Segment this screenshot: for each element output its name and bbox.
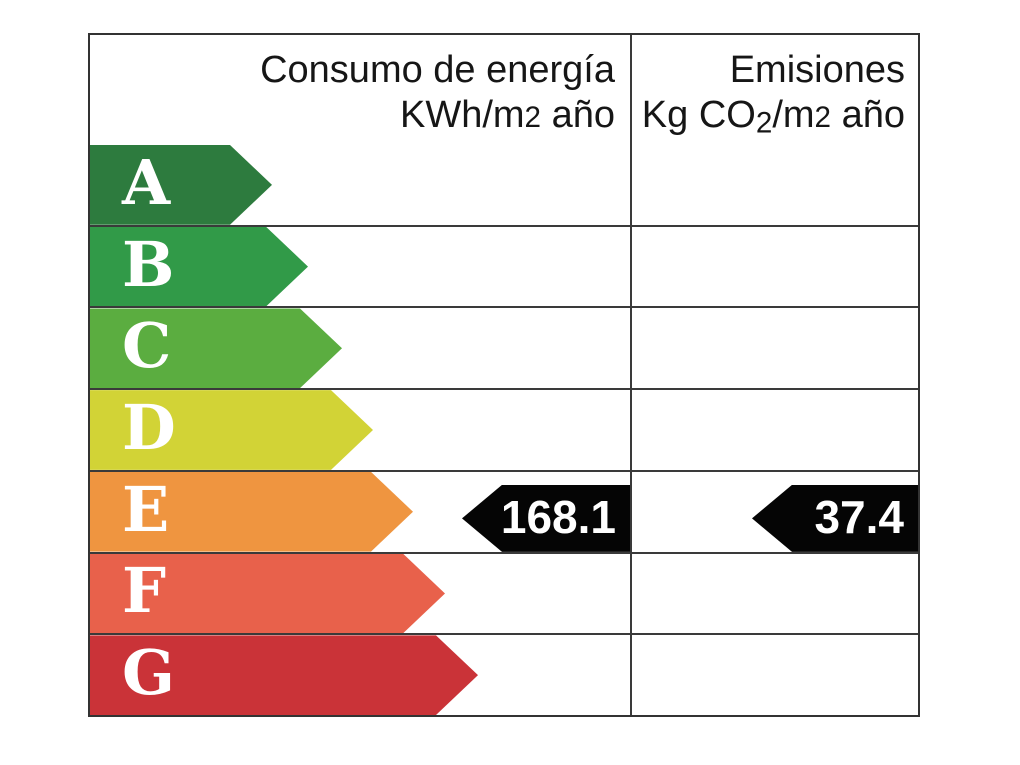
consumption-header: Consumo de energía KWh/m2 año: [90, 35, 630, 145]
rating-letter-e: E: [122, 472, 170, 546]
consumption-header-title: Consumo de energía: [260, 49, 615, 91]
rating-letter-b: B: [122, 227, 175, 301]
emissions-value: 37.4: [814, 490, 904, 543]
emissions-header-units: Kg CO2/m2 año: [630, 93, 905, 145]
emissions-header: Emisiones Kg CO2/m2 año: [630, 35, 918, 145]
emissions-units-subscript: 2: [755, 106, 773, 140]
rating-arrow-a: A: [90, 145, 272, 225]
rating-row-g: G: [90, 633, 918, 716]
consumption-units-pre: KWh/m: [399, 94, 525, 136]
table-header: Consumo de energía KWh/m2 año Emisiones …: [90, 35, 918, 147]
column-divider: [630, 35, 632, 715]
rating-row-a: A: [90, 145, 918, 225]
consumption-value: 168.1: [500, 490, 616, 543]
rating-row-e: E 168.1 37.4: [90, 469, 918, 552]
rating-arrow-c: C: [90, 308, 342, 388]
rating-letter-g: G: [122, 636, 175, 710]
rating-row-f: F: [90, 551, 918, 634]
rating-row-c: C: [90, 306, 918, 389]
emissions-value-arrow: 37.4: [752, 484, 918, 552]
rating-arrow-f: F: [90, 554, 445, 634]
rating-arrow-b: B: [90, 227, 308, 307]
emissions-header-title: Emisiones: [729, 49, 905, 91]
consumption-header-units: KWh/m2 año: [90, 93, 615, 140]
rating-letter-a: A: [122, 145, 171, 219]
consumption-units-exponent: 2: [524, 101, 542, 134]
rating-row-d: D: [90, 388, 918, 470]
emissions-units-pre: Kg CO: [641, 94, 756, 136]
rating-arrow-d: D: [90, 390, 373, 470]
consumption-units-post: año: [541, 94, 615, 136]
rating-table: Consumo de energía KWh/m2 año Emisiones …: [88, 33, 920, 717]
rating-arrow-e: E: [90, 472, 413, 552]
emissions-units-mid: /m: [772, 94, 815, 136]
rating-letter-f: F: [122, 554, 167, 628]
rating-rows: A B C D E: [90, 145, 918, 716]
emissions-units-exponent: 2: [814, 101, 832, 134]
rating-row-b: B: [90, 224, 918, 307]
consumption-value-arrow: 168.1: [462, 484, 630, 552]
rating-letter-c: C: [122, 309, 172, 383]
emissions-units-post: año: [831, 94, 905, 136]
rating-arrow-g: G: [90, 635, 478, 715]
rating-letter-d: D: [122, 391, 176, 465]
